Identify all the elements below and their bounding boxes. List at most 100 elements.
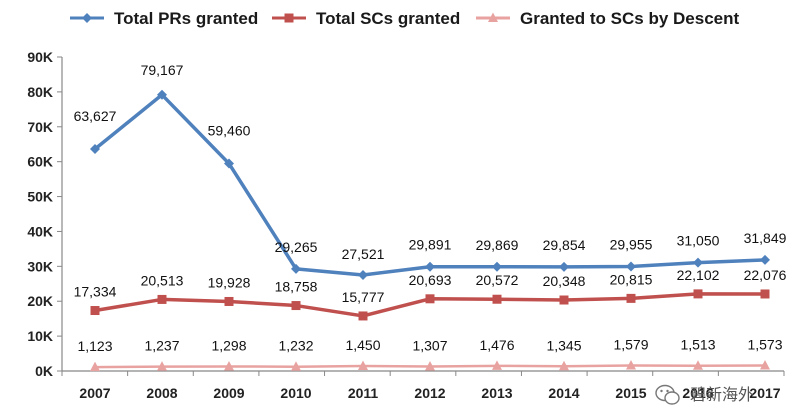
data-label: 1,232 <box>278 338 313 354</box>
data-point <box>492 261 502 272</box>
data-label: 20,693 <box>409 272 452 288</box>
data-label: 18,758 <box>275 279 318 295</box>
y-tick-label: 0K <box>35 363 53 379</box>
x-tick-label: 2009 <box>213 385 244 401</box>
x-tick-label: 2016 <box>682 385 713 401</box>
y-tick-label: 60K <box>27 154 53 170</box>
legend-label: Total PRs granted <box>114 9 258 28</box>
legend-label: Total SCs granted <box>316 9 460 28</box>
data-point <box>693 360 703 370</box>
data-point <box>425 360 435 371</box>
data-point <box>425 261 435 272</box>
data-point <box>358 360 368 370</box>
watermark-text: 碧新海外 <box>690 385 754 404</box>
data-point <box>626 293 636 303</box>
x-tick-label: 2008 <box>146 385 177 401</box>
data-point <box>157 294 167 304</box>
data-label: 20,513 <box>141 272 184 288</box>
data-point <box>760 360 770 370</box>
data-point <box>291 263 301 274</box>
legend-marker <box>284 13 294 23</box>
data-label: 1,513 <box>680 337 715 353</box>
data-label: 22,102 <box>677 267 720 283</box>
data-point <box>559 261 569 272</box>
data-label: 1,298 <box>211 337 246 353</box>
y-tick-label: 30K <box>27 258 53 274</box>
x-tick-label: 2010 <box>280 385 311 401</box>
data-label: 22,076 <box>744 267 787 283</box>
data-label: 1,345 <box>546 337 581 353</box>
data-point <box>492 360 502 370</box>
legend: Total PRs granted Total SCs granted Grante… <box>70 9 740 28</box>
data-label: 1,579 <box>613 336 648 352</box>
data-label: 1,476 <box>479 337 514 353</box>
data-label: 20,348 <box>543 273 586 289</box>
data-point <box>157 361 167 371</box>
data-label: 20,572 <box>476 272 519 288</box>
watermark: 碧新海外 <box>655 384 754 405</box>
data-label: 29,854 <box>543 237 586 253</box>
legend-marker <box>488 12 498 22</box>
data-point <box>291 301 301 311</box>
data-point <box>90 361 100 372</box>
y-tick-label: 20K <box>27 293 53 309</box>
legend-label: Granted to SCs by Descent <box>520 9 740 28</box>
data-point <box>291 361 301 371</box>
data-label: 29,891 <box>409 237 452 253</box>
x-tick-label: 2011 <box>348 385 379 401</box>
data-label: 1,450 <box>345 337 380 353</box>
data-point <box>760 289 770 299</box>
data-point <box>425 294 435 304</box>
data-label: 15,777 <box>342 289 385 305</box>
data-point <box>224 360 234 371</box>
data-point <box>693 289 703 299</box>
data-point <box>224 296 234 306</box>
data-point <box>626 359 636 370</box>
y-axis-ticks: 0K 10K 20K 30K 40K 50K 60K 70K 80K 90K <box>27 49 62 379</box>
data-label: 27,521 <box>342 246 385 262</box>
x-axis-ticks: 2007 2008 2009 2010 2011 2012 2013 2014 2015 2016… <box>61 371 785 401</box>
y-tick-label: 40K <box>27 223 53 239</box>
data-label: 1,237 <box>144 338 179 354</box>
data-point <box>626 261 636 272</box>
y-tick-label: 10K <box>27 328 53 344</box>
data-label: 20,815 <box>610 271 653 287</box>
data-label: 1,123 <box>77 338 112 354</box>
data-label: 59,460 <box>208 123 251 139</box>
data-label: 17,334 <box>74 284 117 300</box>
data-label: 29,955 <box>610 236 653 252</box>
data-point <box>492 294 502 304</box>
data-point <box>760 254 770 265</box>
data-point <box>90 144 100 155</box>
data-label: 31,849 <box>744 230 787 246</box>
series-layer <box>90 89 770 372</box>
data-point <box>358 311 368 321</box>
y-tick-label: 50K <box>27 189 53 205</box>
data-label: 1,573 <box>747 337 782 353</box>
data-point <box>358 269 368 280</box>
y-tick-label: 80K <box>27 84 53 100</box>
data-label: 1,307 <box>412 337 447 353</box>
data-point <box>559 360 569 371</box>
y-tick-label: 90K <box>27 49 53 65</box>
data-point <box>559 295 569 305</box>
y-tick-label: 70K <box>27 119 53 135</box>
wechat-icon <box>655 384 680 405</box>
x-tick-label: 2017 <box>749 385 780 401</box>
data-point <box>693 257 703 268</box>
x-tick-label: 2015 <box>615 385 646 401</box>
data-label: 19,928 <box>208 274 251 290</box>
x-tick-label: 2014 <box>548 385 579 401</box>
data-label: 63,627 <box>74 108 117 124</box>
data-label: 79,167 <box>141 62 184 78</box>
legend-marker <box>82 13 92 23</box>
data-point <box>157 89 167 100</box>
data-label: 29,869 <box>476 237 519 253</box>
data-label: 31,050 <box>677 233 720 249</box>
data-label: 29,265 <box>275 239 318 255</box>
x-tick-label: 2007 <box>79 385 110 401</box>
x-tick-label: 2012 <box>414 385 445 401</box>
axes <box>61 57 784 372</box>
data-labels: 63,627 79,167 59,460 29,265 27,521 29,891 29,8… <box>74 62 787 354</box>
